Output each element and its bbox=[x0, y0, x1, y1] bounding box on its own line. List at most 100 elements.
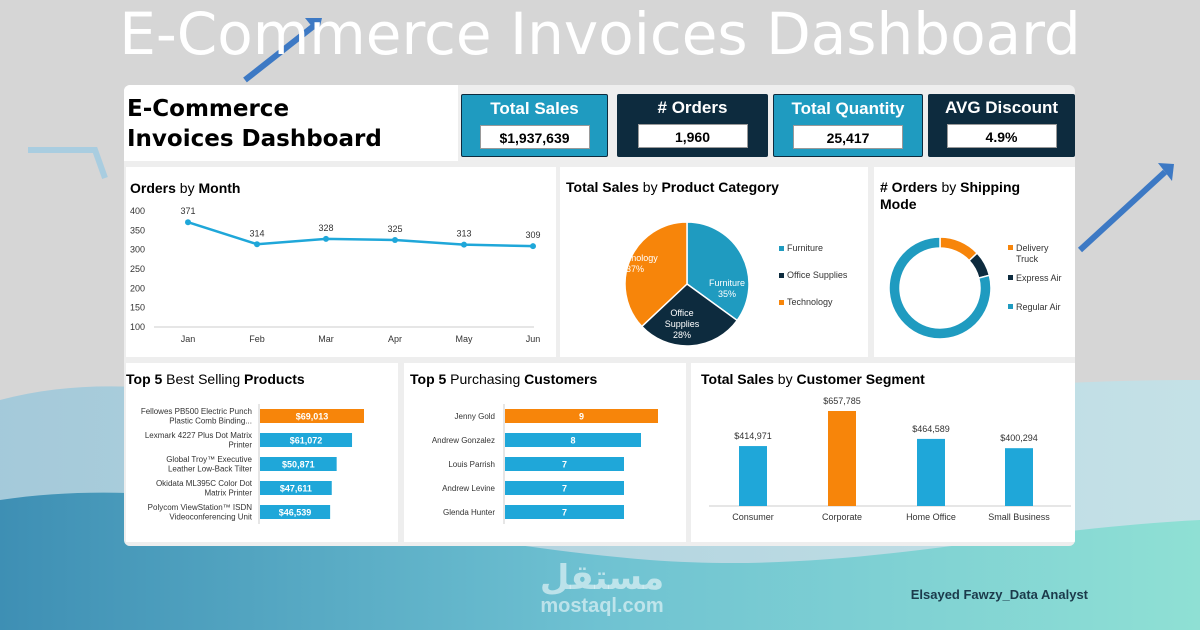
y-tick-label: 200 bbox=[130, 283, 145, 293]
legend-swatch bbox=[1008, 245, 1013, 250]
dashboard-title-line1: E-Commerce bbox=[127, 96, 290, 122]
x-tick-label: Mar bbox=[318, 334, 334, 344]
kpi-value: 25,417 bbox=[793, 125, 903, 149]
data-point bbox=[461, 241, 467, 248]
bar-value-label: 7 bbox=[562, 484, 567, 494]
bar bbox=[260, 481, 332, 495]
legend-swatch bbox=[779, 300, 784, 305]
bar bbox=[260, 409, 364, 423]
card-top-products: $69,013 Fellowes PB500 Electric Punch Plas… bbox=[126, 363, 398, 542]
slice-name-label: Supplies bbox=[665, 319, 700, 329]
card-orders-by-shipping: Delivery Truck Express Air Regular Air # Or… bbox=[874, 167, 1075, 357]
series-line bbox=[187, 221, 534, 248]
chart-title: Top 5 Purchasing Customers bbox=[410, 371, 598, 387]
kpi-label: Total Sales bbox=[490, 99, 579, 118]
slice-name-label: Furniture bbox=[709, 278, 745, 288]
y-tick-label: 100 bbox=[130, 322, 145, 332]
bar bbox=[505, 433, 641, 447]
x-tick-label: Feb bbox=[249, 334, 265, 344]
y-tick-label: 350 bbox=[130, 225, 145, 235]
arrow-line-left bbox=[28, 147, 108, 180]
kpi-label: AVG Discount bbox=[944, 98, 1059, 117]
category-label: Andrew Gonzalez bbox=[432, 436, 495, 445]
x-tick-label: May bbox=[455, 334, 473, 344]
chart-title: Total Sales by Product Category bbox=[566, 179, 779, 195]
category-label: Glenda Hunter bbox=[443, 508, 495, 517]
donut-slice-regular-air bbox=[888, 236, 992, 340]
card-sales-by-category: Furniture 35% Office Supplies 28% Technology 3… bbox=[560, 167, 868, 357]
data-label: 328 bbox=[318, 223, 333, 233]
kpi-orders: # Orders 1,960 bbox=[617, 94, 768, 157]
bar bbox=[917, 438, 945, 506]
kpi-value: $1,937,639 bbox=[479, 125, 590, 149]
bar-value-label: 9 bbox=[579, 412, 584, 422]
data-point bbox=[392, 237, 398, 243]
bar-value-label: 7 bbox=[562, 460, 567, 470]
category-label: Jenny Gold bbox=[455, 412, 495, 421]
sales-by-category-chart: Furniture35%OfficeSupplies28%Technology3… bbox=[612, 221, 848, 347]
slice-percent-label: 35% bbox=[718, 289, 736, 299]
kpi-value: 4.9% bbox=[946, 124, 1057, 148]
kpi-total-sales: Total Sales $1,937,639 bbox=[461, 94, 608, 157]
category-label: Global Troy™ Executive Leather Low-Back T… bbox=[166, 455, 252, 474]
slice-percent-label: 28% bbox=[673, 330, 691, 340]
orders-by-month-chart: 400 350 300 250 200 150 100 371 Jan 314 Feb 328 Mar 3… bbox=[130, 206, 541, 344]
kpi-avg-discount: AVG Discount 4.9% bbox=[928, 94, 1075, 157]
legend-swatch bbox=[779, 273, 784, 278]
data-point bbox=[530, 243, 536, 250]
category-label: Polycom ViewStation™ ISDN Videoconferenci… bbox=[148, 503, 253, 522]
legend-label: Regular Air bbox=[1016, 302, 1061, 312]
pie-slice-furniture bbox=[686, 221, 750, 322]
legend-label: Delivery Truck bbox=[1016, 243, 1049, 264]
category-label: Okidata ML395C Color Dot Matrix Printer bbox=[156, 479, 253, 498]
bar bbox=[828, 411, 856, 506]
x-tick-label: Corporate bbox=[822, 512, 862, 522]
category-label: Louis Parrish bbox=[448, 460, 495, 469]
bar-value-label: $414,971 bbox=[734, 431, 772, 441]
slice-percent-label: 37% bbox=[626, 264, 644, 274]
dashboard-panel: E-Commerce Invoices Dashboard Total Sale… bbox=[124, 85, 1075, 546]
legend-swatch bbox=[1008, 275, 1013, 280]
bar bbox=[260, 433, 353, 447]
legend-swatch bbox=[779, 246, 784, 251]
author-credit: Elsayed Fawzy_Data Analyst bbox=[910, 587, 1088, 602]
sales-by-segment-chart: $414,971 Consumer $657,785 Corporate $464,58… bbox=[709, 396, 1071, 522]
y-tick-label: 300 bbox=[130, 245, 145, 255]
slice-name-label: Technology bbox=[612, 253, 658, 263]
category-label: Lexmark 4227 Plus Dot Matrix Printer bbox=[145, 431, 252, 450]
card-orders-by-month: 400 350 300 250 200 150 100 371 Jan 314 Feb 328 Mar 3… bbox=[126, 167, 556, 357]
bar bbox=[505, 409, 658, 423]
bar-value-label: $61,072 bbox=[290, 436, 323, 446]
watermark-latin: mostaql.com bbox=[540, 595, 664, 617]
category-label: Andrew Levine bbox=[442, 484, 495, 493]
legend-label: Express Air bbox=[1016, 273, 1062, 283]
bar-value-label: $464,589 bbox=[912, 424, 950, 434]
watermark: مستقل mostaql.com bbox=[527, 560, 677, 616]
top-customers-chart: 9 Jenny Gold 8 Andrew Gonzalez 7 Louis Parris… bbox=[432, 404, 658, 524]
x-tick-label: Apr bbox=[388, 334, 402, 344]
banner-title: E-Commerce Invoices Dashboard bbox=[119, 0, 1081, 68]
bar bbox=[505, 505, 624, 519]
bar-value-label: 8 bbox=[570, 436, 575, 446]
kpi-label: Total Quantity bbox=[791, 99, 905, 118]
y-tick-label: 150 bbox=[130, 303, 145, 313]
legend-label: Office Supplies bbox=[787, 270, 848, 280]
orders-by-shipping-chart: Delivery Truck Express Air Regular Air bbox=[888, 236, 1062, 340]
dashboard-title-line2: Invoices Dashboard bbox=[127, 126, 382, 152]
kpi-total-quantity: Total Quantity 25,417 bbox=[773, 94, 923, 157]
dashboard-title: E-Commerce Invoices Dashboard bbox=[127, 94, 457, 154]
y-tick-label: 250 bbox=[130, 264, 145, 274]
legend-label: Furniture bbox=[787, 243, 823, 253]
bar-value-label: 7 bbox=[562, 508, 567, 518]
pie-slice-office-supplies bbox=[640, 283, 739, 347]
watermark-arabic: مستقل bbox=[539, 558, 665, 598]
legend-label: Technology bbox=[787, 297, 833, 307]
data-point bbox=[185, 219, 191, 226]
bar-value-label: $657,785 bbox=[823, 396, 861, 406]
kpi-label: # Orders bbox=[657, 98, 728, 117]
donut-slice-express-air bbox=[968, 252, 991, 279]
bar-value-label: $46,539 bbox=[279, 508, 312, 518]
data-label: 371 bbox=[180, 206, 195, 216]
x-tick-label: Jun bbox=[526, 334, 541, 344]
arrow-line-right bbox=[1077, 169, 1168, 253]
